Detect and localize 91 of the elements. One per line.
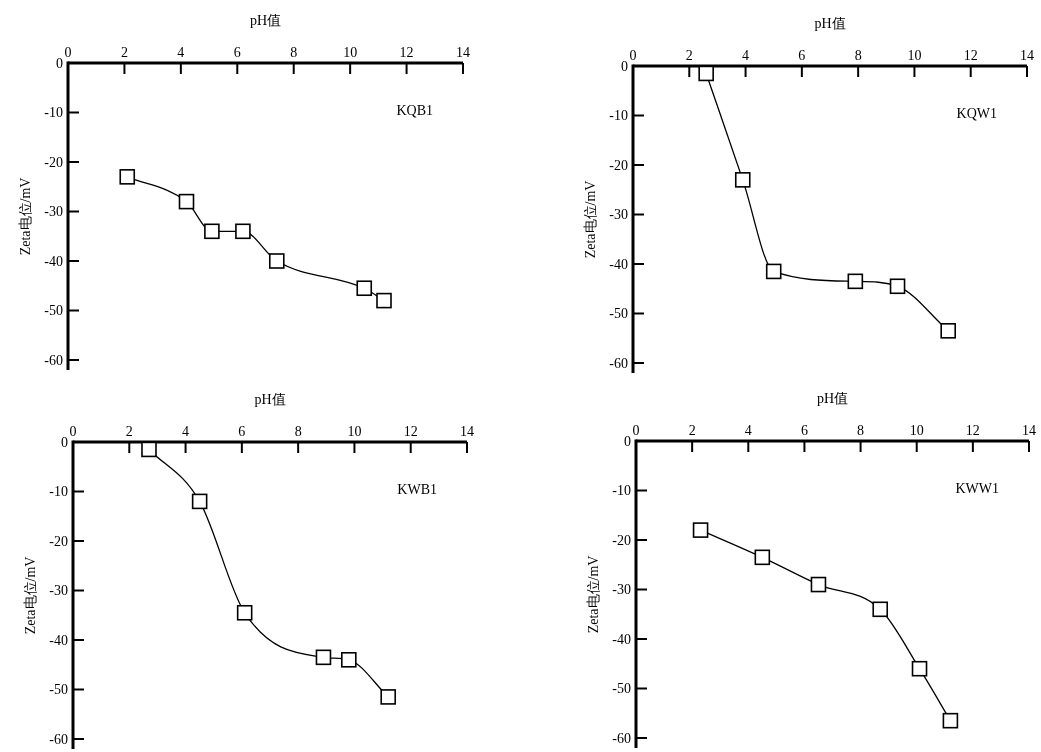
annotation: KQW1 bbox=[956, 105, 997, 121]
x-tick-label: 12 bbox=[965, 423, 980, 438]
x-tick-label: 14 bbox=[460, 424, 474, 439]
y-tick-label: -10 bbox=[612, 483, 631, 498]
x-tick-label: 10 bbox=[343, 45, 358, 60]
x-tick-label: 6 bbox=[800, 423, 808, 438]
y-tick-label: -40 bbox=[609, 256, 628, 272]
x-tick-label: 14 bbox=[1022, 423, 1036, 438]
x-tick-label: 10 bbox=[347, 424, 362, 439]
y-tick-label: -30 bbox=[49, 583, 68, 598]
y-tick-label: -30 bbox=[612, 582, 631, 597]
y-tick-label: -30 bbox=[609, 207, 628, 222]
x-tick-label: 2 bbox=[685, 48, 693, 63]
y-axis-title: Zeta电位/mV bbox=[18, 177, 34, 256]
point bbox=[119, 169, 136, 185]
point bbox=[141, 441, 157, 458]
y-tick-label: -40 bbox=[612, 631, 631, 647]
y-tick-label: -60 bbox=[612, 730, 631, 746]
point bbox=[341, 652, 357, 668]
x-tick-label: 4 bbox=[177, 45, 185, 60]
x-tick-label: 10 bbox=[907, 48, 922, 63]
point bbox=[376, 292, 392, 309]
x-tick-label: 12 bbox=[963, 48, 978, 63]
y-tick-label: -20 bbox=[609, 157, 628, 173]
point bbox=[734, 172, 751, 188]
x-tick-label: 2 bbox=[688, 423, 696, 438]
x-tick-label: 8 bbox=[854, 48, 862, 63]
point bbox=[911, 660, 928, 677]
point bbox=[872, 601, 889, 618]
point bbox=[765, 263, 782, 280]
x-tick-label: 4 bbox=[744, 423, 752, 438]
y-tick-label: -50 bbox=[49, 682, 68, 697]
y-tick-label: -40 bbox=[44, 253, 63, 269]
point bbox=[235, 223, 251, 240]
y-tick-label: 0 bbox=[621, 58, 628, 74]
y-tick-label: -60 bbox=[609, 355, 628, 371]
x-tick-label: 14 bbox=[1020, 48, 1034, 63]
x-tick-label: 14 bbox=[456, 45, 470, 60]
x-tick-label: 6 bbox=[798, 48, 806, 63]
x-axis-title: pH值 bbox=[814, 16, 846, 31]
y-tick-label: -50 bbox=[612, 681, 631, 696]
x-tick-label: 4 bbox=[742, 48, 750, 63]
point bbox=[692, 522, 709, 538]
annotation: KWB1 bbox=[397, 481, 437, 497]
y-tick-label: -50 bbox=[609, 306, 628, 321]
point bbox=[889, 278, 906, 295]
x-tick-label: 8 bbox=[294, 424, 302, 439]
point bbox=[315, 649, 332, 666]
x-tick-label: 2 bbox=[120, 45, 128, 60]
y-tick-label: -20 bbox=[612, 532, 631, 548]
y-tick-label: -40 bbox=[49, 632, 68, 648]
x-tick-label: 4 bbox=[182, 424, 190, 439]
y-tick-label: -20 bbox=[44, 154, 63, 170]
y-axis-title: Zeta电位/mV bbox=[586, 555, 602, 634]
x-axis-title: pH值 bbox=[816, 391, 849, 406]
point bbox=[940, 323, 956, 339]
point bbox=[236, 604, 253, 621]
y-tick-label: -60 bbox=[49, 731, 68, 747]
point bbox=[847, 273, 864, 290]
x-tick-label: 6 bbox=[233, 45, 241, 60]
y-tick-label: -60 bbox=[44, 352, 63, 368]
point bbox=[810, 576, 827, 593]
x-tick-label: 12 bbox=[403, 424, 418, 439]
x-tick-label: 10 bbox=[909, 423, 924, 438]
y-tick-label: -10 bbox=[49, 484, 68, 499]
y-tick-label: -30 bbox=[44, 204, 63, 219]
y-axis-title: Zeta电位/mV bbox=[583, 180, 599, 259]
x-tick-label: 6 bbox=[238, 424, 246, 439]
y-tick-label: -50 bbox=[44, 303, 63, 318]
annotation: KWW1 bbox=[955, 480, 999, 496]
x-axis-title: pH值 bbox=[254, 392, 286, 407]
point bbox=[178, 193, 195, 210]
y-tick-label: -20 bbox=[49, 533, 68, 549]
point bbox=[268, 253, 285, 269]
point bbox=[380, 689, 396, 705]
x-axis-title: pH值 bbox=[249, 13, 282, 28]
point bbox=[754, 549, 771, 566]
x-tick-label: 2 bbox=[125, 424, 133, 439]
y-tick-label: -10 bbox=[44, 105, 63, 120]
point bbox=[698, 65, 714, 82]
x-tick-label: 12 bbox=[399, 45, 414, 60]
point bbox=[942, 712, 959, 729]
x-tick-label: 8 bbox=[857, 423, 865, 438]
point bbox=[356, 280, 373, 297]
y-axis-title: Zeta电位/mV bbox=[23, 556, 39, 635]
point bbox=[191, 493, 208, 510]
x-tick-label: 8 bbox=[290, 45, 298, 60]
point bbox=[204, 223, 220, 240]
y-tick-label: 0 bbox=[61, 434, 68, 450]
annotation: KQB1 bbox=[396, 102, 433, 118]
y-tick-label: -10 bbox=[609, 108, 628, 123]
